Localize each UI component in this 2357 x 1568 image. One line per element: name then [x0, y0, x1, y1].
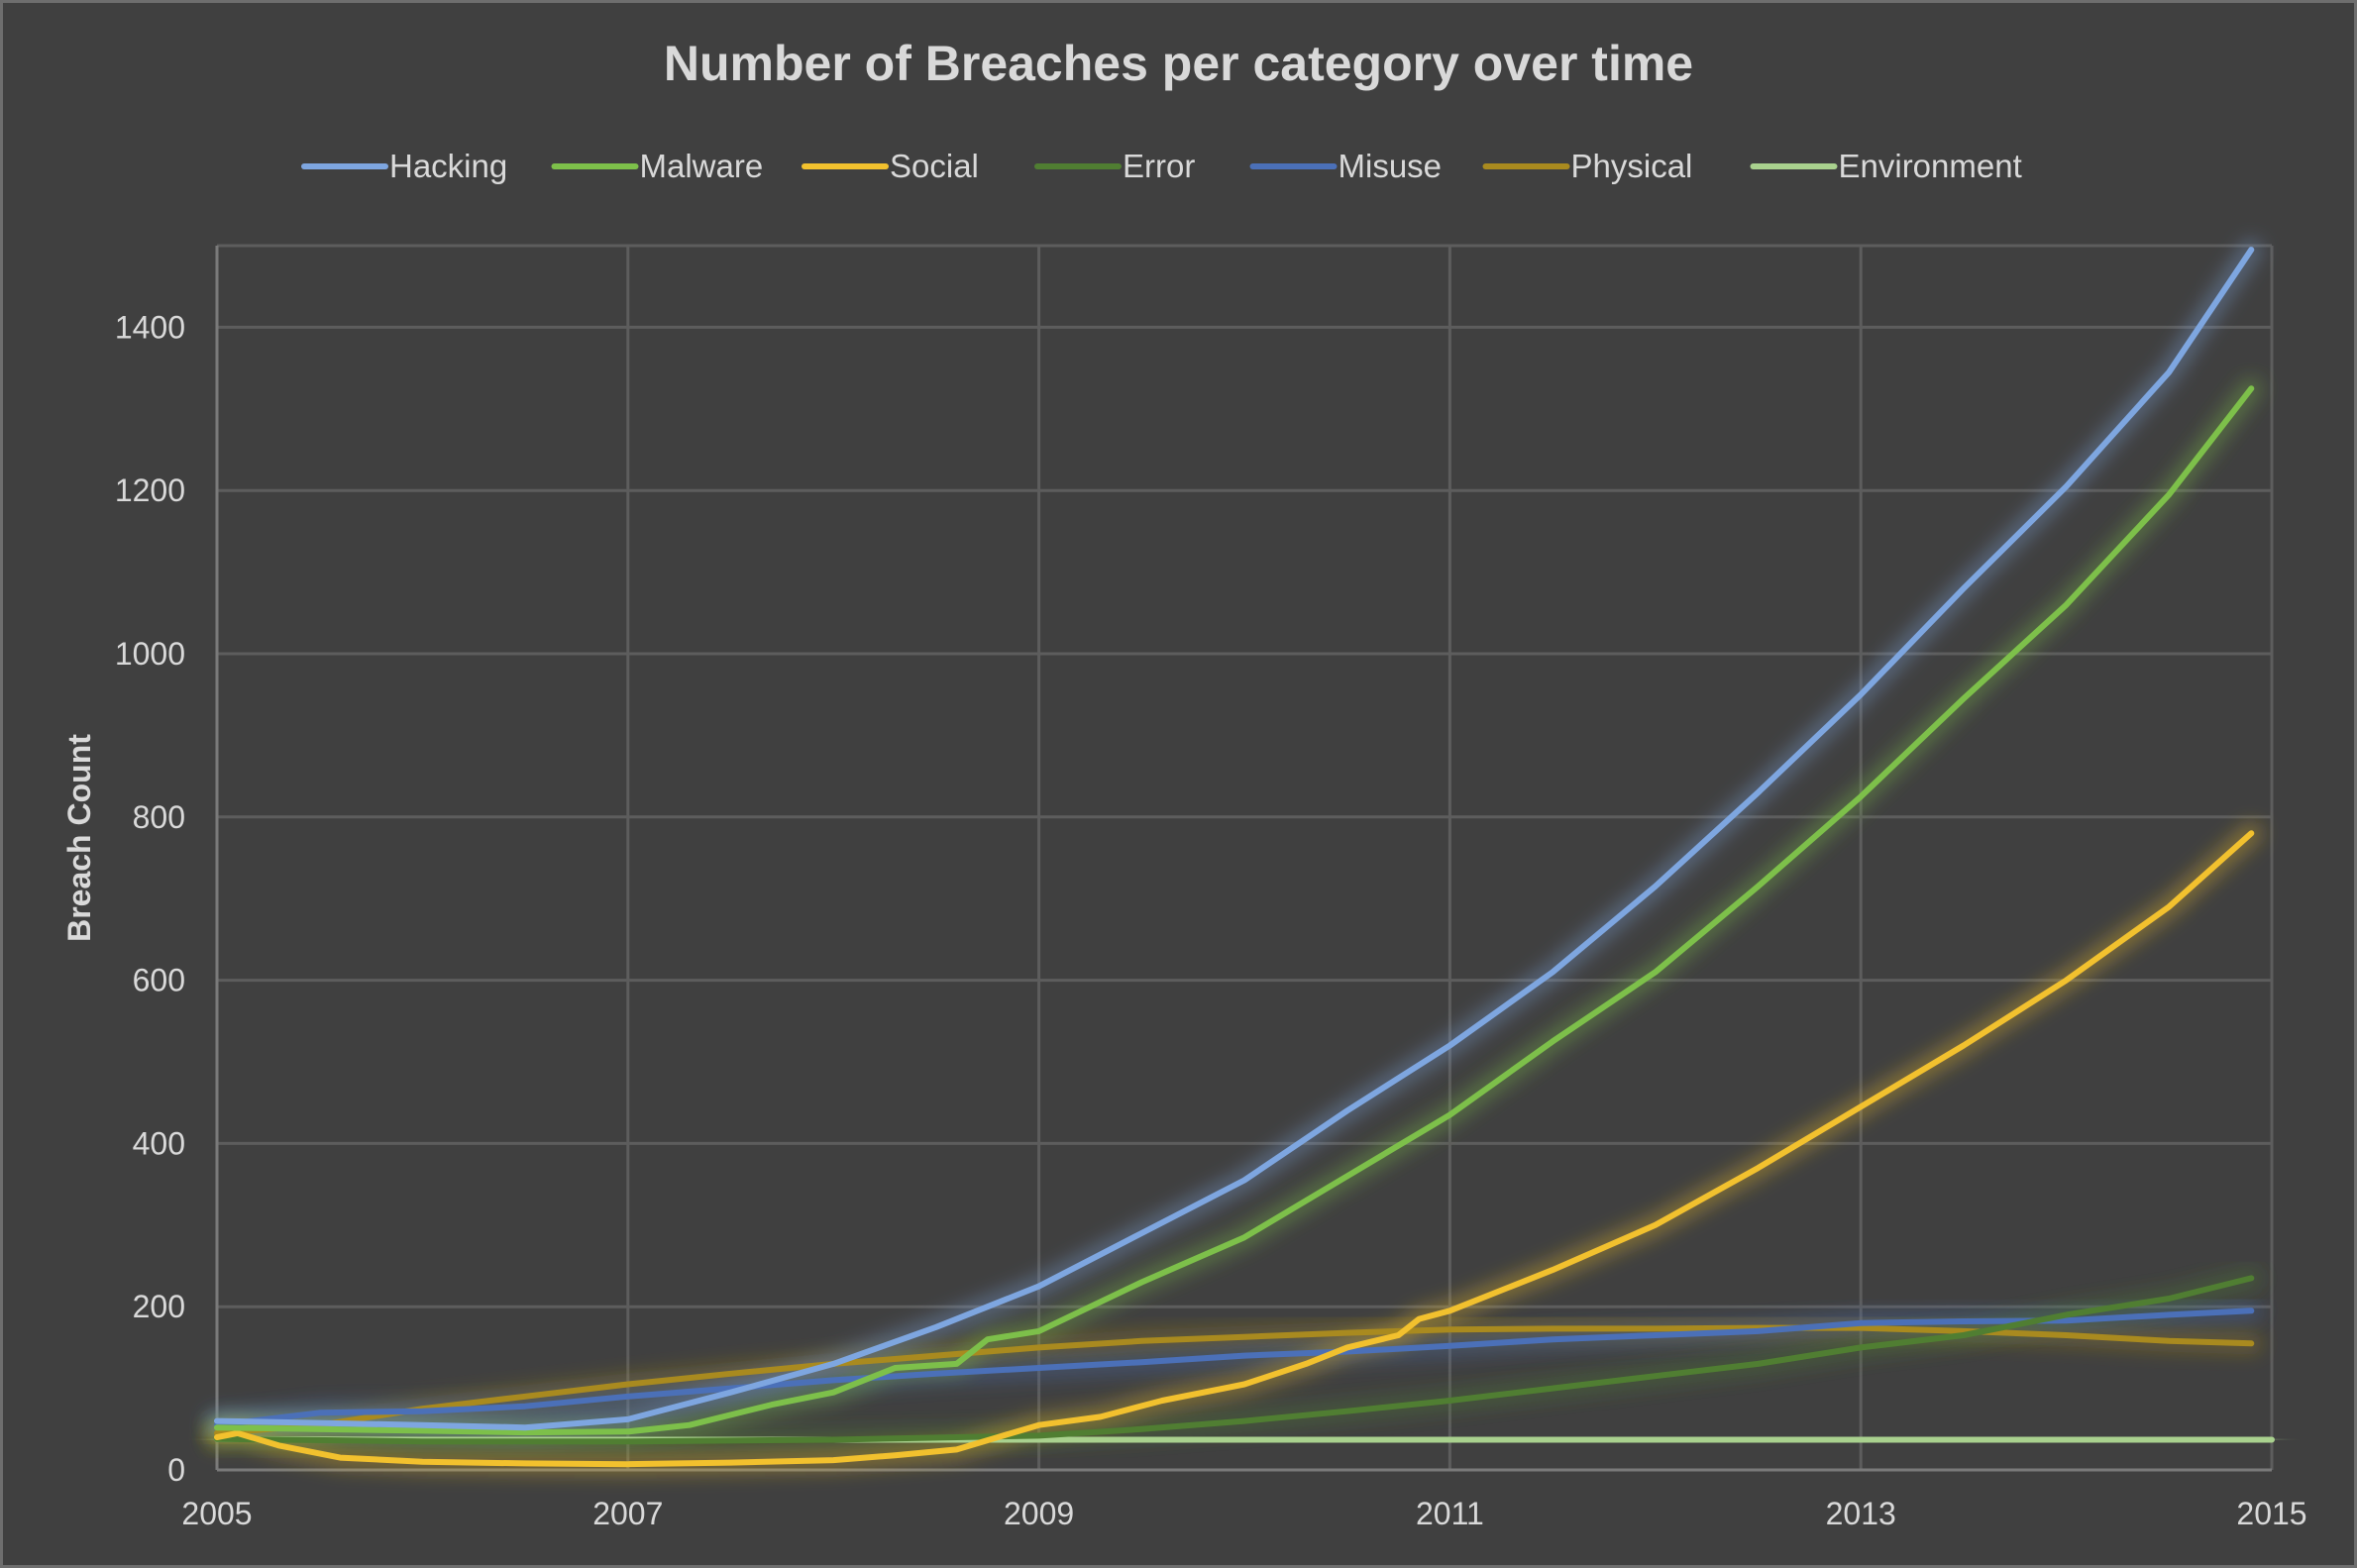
x-tick-label: 2007 — [592, 1496, 663, 1531]
y-tick-label: 0 — [167, 1452, 185, 1488]
series-glow-social — [206, 822, 2263, 1476]
legend-label-environment: Environment — [1839, 148, 2022, 184]
y-tick-label: 1200 — [115, 472, 185, 508]
series-line-social — [214, 830, 2255, 1468]
axes: 0 200 400 600 800 1000 1200 1400 2005 2007 2009 201… — [115, 246, 2307, 1531]
series-line-physical — [214, 1324, 2255, 1436]
series-line-malware — [214, 385, 2255, 1436]
series-line-error — [214, 1275, 2255, 1445]
x-tick-label: 2009 — [1004, 1496, 1074, 1531]
y-tick-label: 200 — [133, 1289, 185, 1324]
legend-label-physical: Physical — [1571, 148, 1693, 184]
y-tick-label: 400 — [133, 1125, 185, 1161]
x-tick-label: 2013 — [1826, 1496, 1896, 1531]
chart-canvas: 0 200 400 600 800 1000 1200 1400 2005 2007 2009 201… — [61, 148, 2307, 1531]
y-tick-label: 600 — [133, 963, 185, 998]
series-glow — [206, 239, 2283, 1476]
x-tick-label: 2015 — [2236, 1496, 2306, 1531]
legend-label-malware: Malware — [640, 148, 764, 184]
series-glow-malware — [206, 377, 2263, 1444]
x-tick-label: 2011 — [1416, 1496, 1484, 1531]
series-lines — [214, 247, 2275, 1468]
legend-label-misuse: Misuse — [1339, 148, 1443, 184]
y-tick-label: 800 — [133, 799, 185, 835]
y-axis-label: Breach Count — [61, 734, 97, 942]
grid — [215, 244, 2274, 1470]
legend-label-error: Error — [1123, 148, 1195, 184]
chart-title: Number of Breaches per category over tim… — [663, 36, 1694, 91]
series-line-misuse — [214, 1307, 2255, 1428]
series-line-hacking — [214, 247, 2255, 1431]
y-tick-label: 1400 — [115, 309, 185, 345]
legend-label-social: Social — [890, 148, 979, 184]
legend-label-hacking: Hacking — [389, 148, 507, 184]
legend: Hacking Malware Social Error Misuse Physical E… — [301, 148, 2022, 184]
y-tick-label: 1000 — [115, 636, 185, 672]
x-tick-label: 2005 — [181, 1496, 252, 1531]
